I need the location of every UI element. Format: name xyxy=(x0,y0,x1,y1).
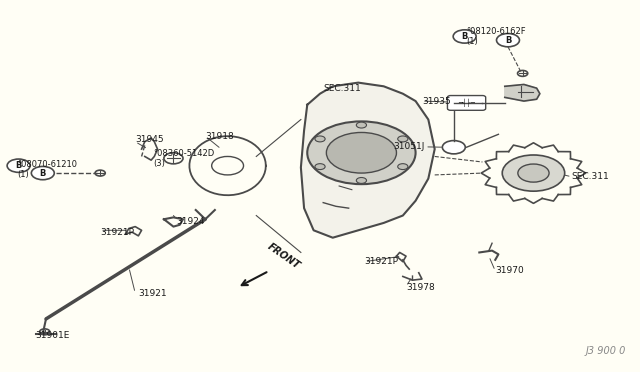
Circle shape xyxy=(502,155,564,191)
Text: 31978: 31978 xyxy=(406,283,435,292)
Text: 31918: 31918 xyxy=(205,132,234,141)
Text: B: B xyxy=(461,32,468,41)
Polygon shape xyxy=(301,83,435,238)
FancyBboxPatch shape xyxy=(447,96,486,110)
Circle shape xyxy=(397,164,408,170)
Text: 31924: 31924 xyxy=(177,217,205,225)
Circle shape xyxy=(326,132,396,173)
Circle shape xyxy=(307,121,415,184)
Circle shape xyxy=(7,159,30,172)
Text: 31945: 31945 xyxy=(135,135,164,144)
Text: 31970: 31970 xyxy=(495,266,524,275)
Text: °08120-6162F
(1): °08120-6162F (1) xyxy=(467,27,526,46)
Circle shape xyxy=(453,30,476,43)
Text: °08070-61210
(1): °08070-61210 (1) xyxy=(17,160,77,179)
Text: B: B xyxy=(505,36,511,45)
Circle shape xyxy=(356,122,367,128)
Text: 31901E: 31901E xyxy=(35,331,70,340)
Text: °08360-5142D
(3): °08360-5142D (3) xyxy=(153,148,214,168)
Text: 31921P: 31921P xyxy=(100,228,134,237)
Polygon shape xyxy=(505,84,540,101)
Circle shape xyxy=(397,136,408,142)
Circle shape xyxy=(315,136,325,142)
Circle shape xyxy=(518,164,549,182)
Circle shape xyxy=(315,164,325,170)
Text: B: B xyxy=(40,169,46,177)
Text: B: B xyxy=(15,161,22,170)
Text: 31935: 31935 xyxy=(422,97,451,106)
Text: FRONT: FRONT xyxy=(266,241,302,271)
Text: 31921: 31921 xyxy=(138,289,167,298)
Text: SEC.311: SEC.311 xyxy=(323,84,361,93)
Text: 31051J: 31051J xyxy=(394,142,425,151)
Circle shape xyxy=(497,33,520,47)
Text: SEC.311: SEC.311 xyxy=(572,172,609,181)
Circle shape xyxy=(356,177,367,183)
Circle shape xyxy=(31,166,54,180)
Text: J3 900 0: J3 900 0 xyxy=(586,346,626,356)
Text: 31921P: 31921P xyxy=(365,257,399,266)
Text: ─┤├─: ─┤├─ xyxy=(458,99,475,107)
Circle shape xyxy=(442,141,465,154)
